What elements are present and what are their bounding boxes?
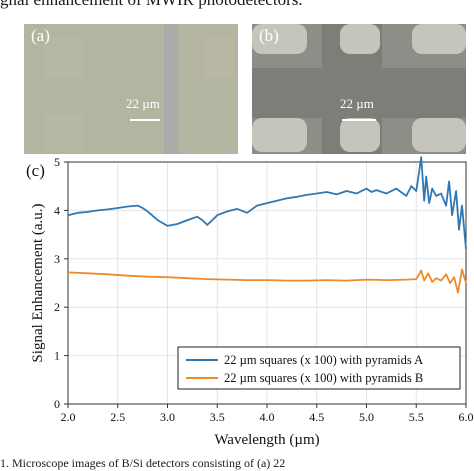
series-lines <box>67 156 467 294</box>
signal-enhancement-chart: 2.0 2.5 3.0 3.5 4.0 4.5 5.0 5.5 6.0 0 1 2 3 4 5 (c) Wa… <box>26 155 474 448</box>
legend-box <box>177 346 461 390</box>
chart-legend: 22 µm squares (x 100) with pyramids A 22… <box>177 346 461 390</box>
microscope-a-texture <box>24 24 238 154</box>
y-axis-label: Signal Enhancement (a.u.) <box>30 203 46 362</box>
x-tick-label: 5.0 <box>359 410 374 424</box>
x-tick-label: 2.0 <box>61 410 76 424</box>
scale-bar-a <box>130 119 160 121</box>
series-line-b <box>67 268 467 294</box>
x-tick-label: 3.5 <box>210 410 225 424</box>
panel-label-b: (b) <box>259 26 279 45</box>
x-tick-label: 6.0 <box>459 410 474 424</box>
series-line-a <box>67 156 467 250</box>
y-tick-label: 4 <box>54 203 60 217</box>
microscope-image-b: (b) 22 µm <box>252 24 466 154</box>
x-tick-label: 4.0 <box>260 410 275 424</box>
microscope-image-a: (a) 22 µm <box>24 24 238 154</box>
x-axis-label: Wavelength (µm) <box>214 432 319 448</box>
scale-bar-label-b: 22 µm <box>340 96 374 111</box>
panel-label-a: (a) <box>31 26 50 45</box>
scale-bar-b <box>342 119 376 121</box>
legend-label-b: 22 µm squares (x 100) with pyramids B <box>224 371 423 385</box>
x-tick-label: 4.5 <box>309 410 324 424</box>
y-tick-label: 1 <box>54 349 60 363</box>
top-caption: gnal enhancement of MWIR photodetectors. <box>0 0 474 10</box>
microscope-b-texture <box>252 24 466 154</box>
panel-label-c: (c) <box>26 161 45 180</box>
y-tick-label: 2 <box>54 300 60 314</box>
bottom-caption: 1. Microscope images of B/Si detectors c… <box>0 456 286 470</box>
x-tick-label: 3.0 <box>160 410 175 424</box>
y-tick-label: 0 <box>54 397 60 411</box>
legend-label-a: 22 µm squares (x 100) with pyramids A <box>224 353 423 367</box>
x-tick-label: 2.5 <box>110 410 125 424</box>
axis-ticks: 2.0 2.5 3.0 3.5 4.0 4.5 5.0 5.5 6.0 0 1 2 3 4 5 <box>54 155 474 424</box>
y-tick-label: 5 <box>54 155 60 169</box>
x-tick-label: 5.5 <box>409 410 424 424</box>
y-tick-label: 3 <box>54 252 60 266</box>
scale-bar-label-a: 22 µm <box>126 96 160 111</box>
